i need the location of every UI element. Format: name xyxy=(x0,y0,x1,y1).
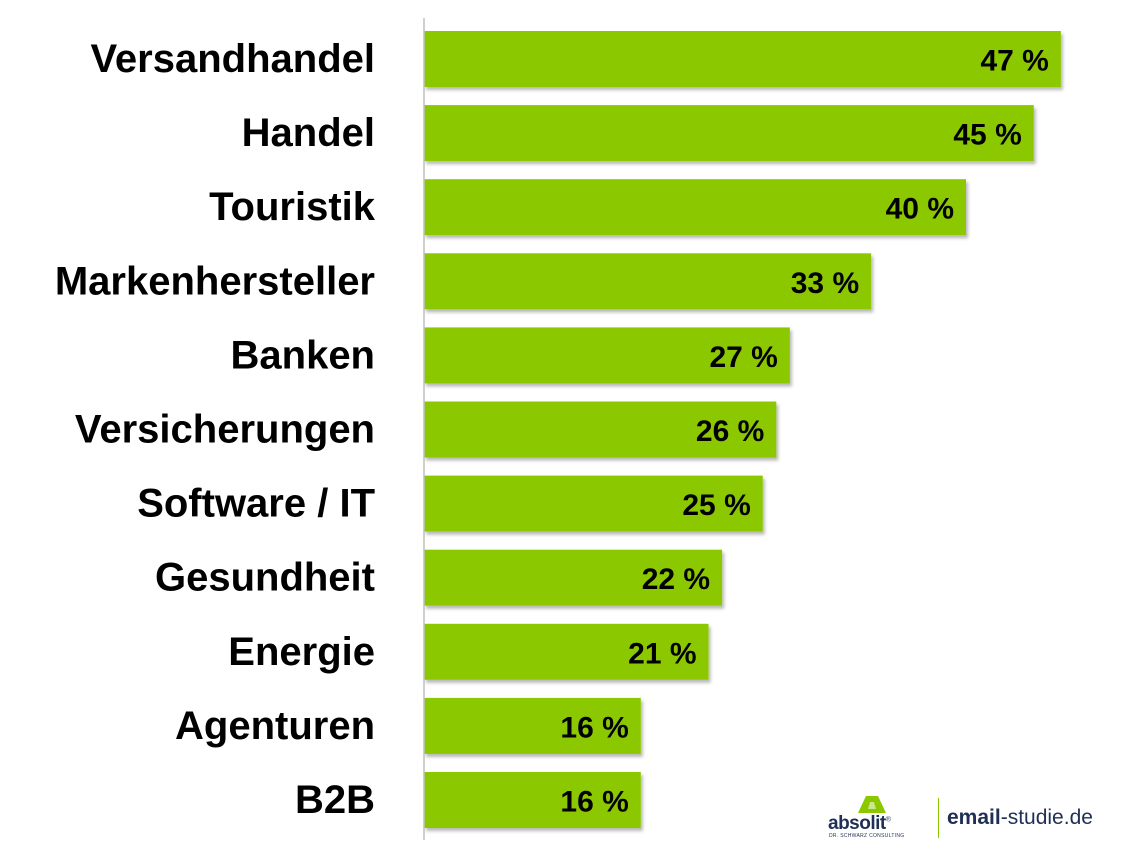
bars-group xyxy=(424,31,1061,828)
value-label-6: 25 % xyxy=(682,489,750,522)
branding-footer: absolit® DR. SCHWARZ CONSULTING email-st… xyxy=(826,790,1116,846)
bar-2 xyxy=(424,179,966,236)
category-label-4: Banken xyxy=(231,333,376,377)
value-label-5: 26 % xyxy=(696,415,764,448)
value-label-10: 16 % xyxy=(560,786,628,819)
bar-10 xyxy=(424,772,641,828)
value-label-8: 21 % xyxy=(628,637,696,670)
value-label-0: 47 % xyxy=(980,45,1048,78)
logo-wordmark: absolit® xyxy=(828,813,891,834)
house-icon xyxy=(858,796,886,813)
category-label-7: Gesundheit xyxy=(155,556,375,600)
value-labels-group: 47 % 45 % 40 % 33 % 27 % 26 % 25 % 22 % 21 % 16 %… xyxy=(560,45,1048,819)
category-label-3: Markenhersteller xyxy=(55,259,375,303)
value-label-2: 40 % xyxy=(886,193,954,226)
bar-4 xyxy=(424,327,790,384)
category-label-8: Energie xyxy=(228,630,375,674)
logo-subtitle: DR. SCHWARZ CONSULTING xyxy=(829,833,905,839)
category-label-6: Software / IT xyxy=(137,482,375,526)
bar-0 xyxy=(424,31,1061,87)
brand-divider xyxy=(938,798,939,838)
category-label-1: Handel xyxy=(242,111,375,155)
bar-8 xyxy=(424,623,709,680)
value-label-1: 45 % xyxy=(953,119,1021,152)
bar-3 xyxy=(424,253,872,310)
category-labels-group: Versandhandel Handel Touristik Markenherste… xyxy=(55,37,376,822)
bar-9 xyxy=(424,697,641,754)
absolit-logo: absolit® DR. SCHWARZ CONSULTING xyxy=(826,794,934,842)
bar-6 xyxy=(424,475,763,532)
value-label-4: 27 % xyxy=(709,341,777,374)
value-label-7: 22 % xyxy=(642,563,710,596)
category-label-5: Versicherungen xyxy=(75,408,375,452)
site-url: email-studie.de xyxy=(947,806,1093,829)
bar-7 xyxy=(424,549,723,606)
bar-1 xyxy=(424,105,1034,162)
category-label-10: B2B xyxy=(295,778,375,822)
category-label-0: Versandhandel xyxy=(90,37,375,81)
category-label-2: Touristik xyxy=(209,185,376,229)
bar-5 xyxy=(424,401,777,458)
value-label-3: 33 % xyxy=(791,267,859,300)
category-label-9: Agenturen xyxy=(175,704,375,748)
value-label-9: 16 % xyxy=(560,711,628,744)
